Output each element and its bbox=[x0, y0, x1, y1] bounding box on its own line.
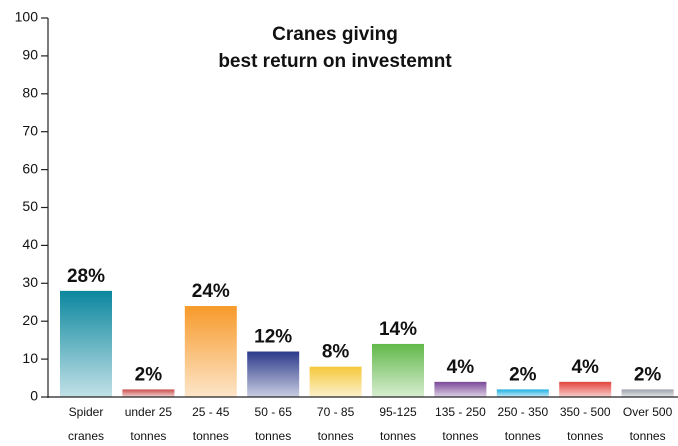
x-tick-label: 135 - 250 bbox=[435, 405, 486, 419]
x-tick-label: tonnes bbox=[318, 429, 354, 443]
y-tick-label: 90 bbox=[22, 47, 38, 63]
y-tick-label: 70 bbox=[22, 122, 38, 138]
bar bbox=[434, 381, 487, 397]
value-label: 4% bbox=[447, 357, 475, 378]
x-tick-label: 95-125 bbox=[379, 405, 417, 419]
y-tick-label: 30 bbox=[22, 274, 38, 290]
value-label: 14% bbox=[379, 319, 417, 340]
bar bbox=[309, 366, 362, 397]
y-tick-label: 60 bbox=[22, 160, 38, 176]
x-tick-label: tonnes bbox=[567, 429, 603, 443]
x-tick-label: 250 - 350 bbox=[497, 405, 548, 419]
x-tick-label: under 25 bbox=[125, 405, 173, 419]
bar bbox=[60, 290, 112, 397]
x-tick-label: tonnes bbox=[255, 429, 291, 443]
y-tick-label: 40 bbox=[22, 236, 38, 252]
bar bbox=[184, 306, 237, 397]
x-tick-label: 50 - 65 bbox=[255, 405, 293, 419]
value-label: 2% bbox=[135, 364, 163, 385]
y-tick-label: 50 bbox=[22, 198, 38, 214]
chart-title: best return on investemnt bbox=[218, 51, 452, 72]
bar bbox=[621, 389, 674, 397]
x-tick-label: tonnes bbox=[130, 429, 166, 443]
bar bbox=[247, 351, 300, 397]
value-label: 4% bbox=[571, 357, 599, 378]
x-tick-label: tonnes bbox=[193, 429, 229, 443]
bar bbox=[372, 343, 424, 397]
y-tick-label: 100 bbox=[15, 9, 39, 25]
value-label: 2% bbox=[509, 364, 537, 385]
x-tick-label: tonnes bbox=[442, 429, 478, 443]
bar bbox=[122, 389, 175, 397]
chart-title: Cranes giving bbox=[272, 24, 398, 45]
x-tick-label: tonnes bbox=[630, 429, 666, 443]
y-tick-label: 10 bbox=[22, 350, 38, 366]
x-tick-label: 350 - 500 bbox=[560, 405, 611, 419]
x-tick-label: 70 - 85 bbox=[317, 405, 355, 419]
bar bbox=[559, 381, 612, 397]
value-label: 2% bbox=[634, 364, 662, 385]
value-label: 12% bbox=[254, 327, 292, 348]
x-tick-label: Spider bbox=[69, 405, 104, 419]
x-tick-label: Over 500 bbox=[623, 405, 673, 419]
x-tick-label: tonnes bbox=[505, 429, 541, 443]
bar bbox=[496, 389, 549, 397]
x-tick-label: tonnes bbox=[380, 429, 416, 443]
y-tick-label: 20 bbox=[22, 312, 38, 328]
value-label: 28% bbox=[67, 266, 105, 287]
x-tick-label: cranes bbox=[68, 429, 104, 443]
value-label: 8% bbox=[322, 342, 350, 363]
x-tick-label: 25 - 45 bbox=[192, 405, 230, 419]
y-tick-label: 80 bbox=[22, 85, 38, 101]
y-tick-label: 0 bbox=[30, 388, 38, 404]
value-label: 24% bbox=[192, 281, 230, 302]
